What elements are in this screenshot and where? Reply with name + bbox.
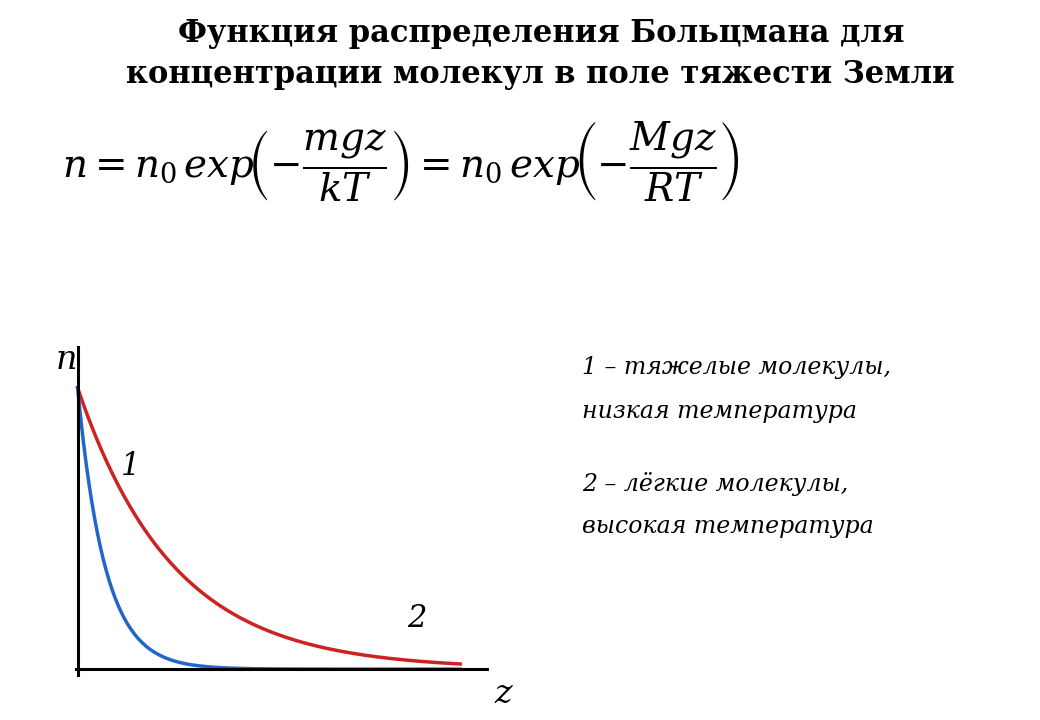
Text: высокая температура: высокая температура: [582, 515, 875, 538]
Text: 2 – лёгкие молекулы,: 2 – лёгкие молекулы,: [582, 472, 849, 495]
Text: n: n: [55, 343, 77, 376]
Text: $n = n_0\,exp\!\left(-\dfrac{mgz}{kT}\right) = n_0\,exp\!\left(-\dfrac{Mgz}{RT}\: $n = n_0\,exp\!\left(-\dfrac{mgz}{kT}\ri…: [62, 119, 739, 203]
Text: z: z: [494, 678, 512, 711]
Text: Функция распределения Больцмана для: Функция распределения Больцмана для: [178, 18, 904, 49]
Text: низкая температура: низкая температура: [582, 400, 857, 423]
Text: 1 – тяжелые молекулы,: 1 – тяжелые молекулы,: [582, 356, 891, 379]
Text: концентрации молекул в поле тяжести Земли: концентрации молекул в поле тяжести Земл…: [127, 59, 955, 90]
Text: 2: 2: [408, 603, 426, 634]
Text: 1: 1: [121, 451, 139, 482]
